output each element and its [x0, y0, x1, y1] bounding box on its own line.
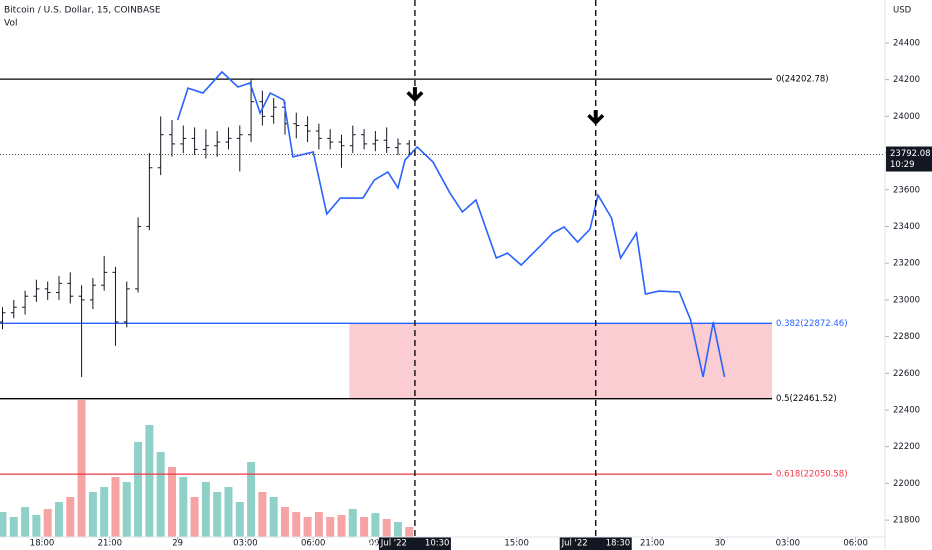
volume-bar — [134, 442, 143, 537]
level-label: 0.5(22461.52) — [776, 394, 837, 404]
marker-time: 18:30 — [606, 539, 631, 549]
y-tick-label: 23400 — [893, 222, 920, 232]
volume-bar — [405, 527, 414, 537]
volume-bar — [235, 502, 244, 537]
x-axis-area — [0, 537, 932, 550]
y-tick-label: 23600 — [893, 185, 920, 195]
marker-arrow — [406, 87, 424, 103]
y-tick-label: 23000 — [893, 295, 920, 305]
projection-line — [176, 70, 726, 378]
marker-arrow — [587, 110, 605, 126]
y-tick-label: 22000 — [893, 479, 920, 489]
volume-bar — [21, 507, 30, 537]
volume-bar — [167, 467, 176, 537]
x-tick-label: 06:00 — [301, 539, 326, 549]
volume-bar — [0, 512, 7, 537]
y-tick-label: 24400 — [893, 38, 920, 48]
y-tick-label: 24200 — [893, 75, 920, 85]
volume-bar — [179, 477, 188, 537]
level-label: 0(24202.78) — [776, 75, 829, 85]
x-tick-label: 21:00 — [640, 539, 665, 549]
level-label: 0.618(22050.58) — [776, 470, 848, 480]
y-tick-label: 22600 — [893, 369, 920, 379]
volume-bar — [292, 512, 301, 537]
currency: USD — [893, 6, 912, 16]
volume-bar — [100, 487, 109, 537]
volume-bar — [54, 502, 63, 537]
y-tick-label: 24000 — [893, 112, 920, 122]
volume-bar — [66, 497, 75, 537]
marker-time-box — [378, 537, 451, 550]
y-tick-label: 22200 — [893, 442, 920, 452]
y-tick-label: 22400 — [893, 405, 920, 415]
marker-date: 29 Jul '22 — [548, 539, 588, 549]
volume-bar — [303, 517, 312, 537]
x-tick-label: 06:00 — [843, 539, 868, 549]
volume-bar — [348, 509, 357, 537]
volume-bar — [201, 482, 210, 537]
level-label: 0.382(22872.46) — [776, 319, 848, 329]
volume-bar — [43, 509, 52, 537]
last-price-label: 23792.08 — [890, 149, 931, 159]
last-price-box — [886, 146, 932, 172]
volume-bar — [247, 462, 256, 537]
x-tick-label: 03:00 — [233, 539, 258, 549]
volume-bar — [280, 507, 289, 537]
volume-bar — [122, 482, 131, 537]
y-tick-label: 23200 — [893, 259, 920, 269]
x-tick-label: 15:00 — [504, 539, 529, 549]
volume-bar — [337, 515, 346, 537]
y-tick-label: 21800 — [893, 516, 920, 526]
marker-date: 29 Jul '22 — [367, 539, 407, 549]
volume-title: Vol — [4, 19, 17, 29]
volume-bar — [360, 517, 369, 537]
volume-bar — [213, 492, 222, 537]
volume-bar — [145, 425, 154, 537]
countdown: 10:29 — [890, 160, 915, 170]
x-tick-label: 29 — [172, 539, 183, 549]
marker-time: 10:30 — [425, 539, 450, 549]
volume-bar — [32, 515, 41, 537]
volume-bar — [326, 517, 335, 537]
marker-time-box — [559, 537, 632, 550]
zone — [349, 323, 773, 399]
volume-bar — [77, 400, 86, 537]
volume-bar — [393, 522, 402, 537]
x-tick-label: 30 — [715, 539, 726, 549]
volume-bar — [371, 513, 380, 537]
volume-bar — [88, 492, 97, 537]
volume-bar — [258, 492, 267, 537]
volume-bar — [224, 487, 233, 537]
volume-bar — [190, 497, 199, 537]
x-tick-label: 18:00 — [30, 539, 55, 549]
volume-bar — [111, 477, 120, 537]
volume-bar — [269, 497, 278, 537]
volume-bar — [314, 512, 323, 537]
y-tick-label: 22800 — [893, 332, 920, 342]
volume-bar — [382, 519, 391, 537]
x-tick-label: 21:00 — [98, 539, 123, 549]
volume-bar — [9, 517, 18, 537]
x-tick-label: 03:00 — [776, 539, 801, 549]
volume-bar — [156, 452, 165, 537]
chart-title: Bitcoin / U.S. Dollar, 15, COINBASE — [4, 6, 161, 16]
